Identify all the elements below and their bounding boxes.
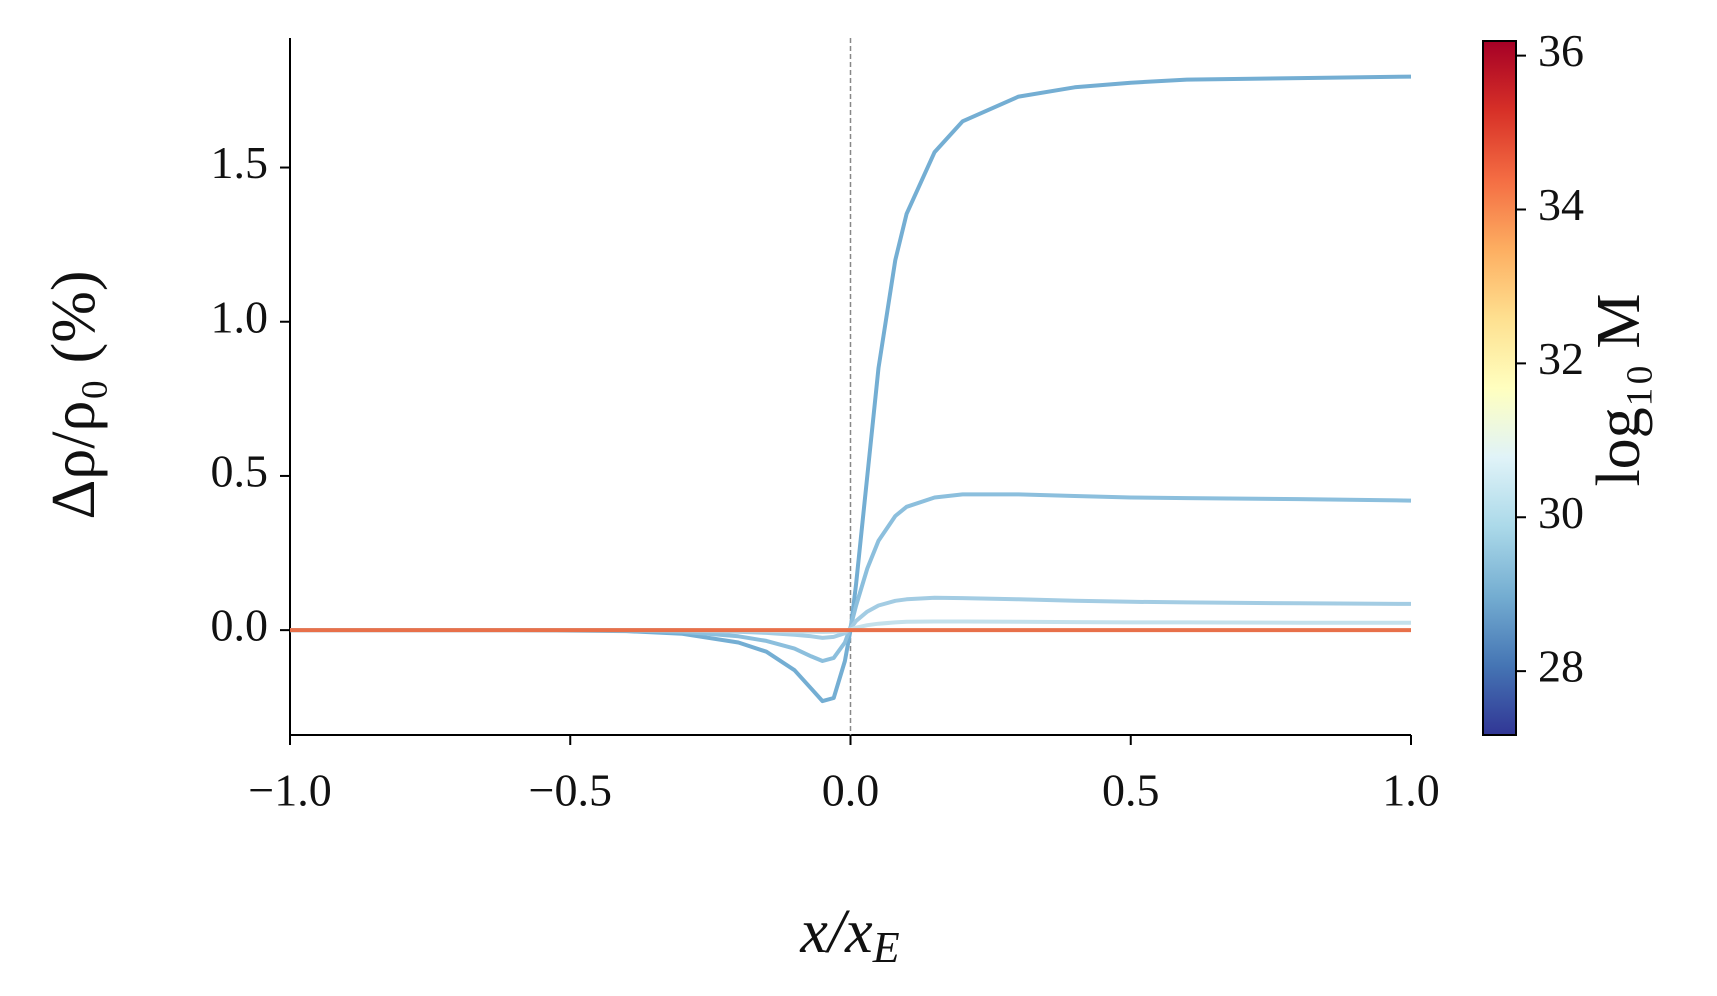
x-tick-label: 0.0 <box>822 765 880 816</box>
colorbar-tick-label: 30 <box>1538 487 1584 538</box>
y-tick-label: 1.5 <box>211 137 269 188</box>
y-axis-label: Δρ/ρ₀ (%) <box>40 270 108 519</box>
y-tick-label: 0.5 <box>211 446 269 497</box>
x-label-sub: E <box>872 923 900 972</box>
x-tick-label: −1.0 <box>248 765 331 816</box>
colorbar <box>1482 40 1517 736</box>
x-tick-label: −0.5 <box>529 765 612 816</box>
series-line <box>290 74 1412 704</box>
x-label-main: x/x <box>799 898 873 966</box>
colorbar-tick-label: 36 <box>1538 25 1584 76</box>
colorbar-tick-label: 34 <box>1538 179 1584 230</box>
x-axis-label: x/xE <box>799 898 899 972</box>
colorbar-tick-label: 28 <box>1538 641 1584 692</box>
x-tick-label: 0.5 <box>1102 765 1160 816</box>
colorbar-label: log₁₀ M <box>1585 293 1653 486</box>
y-tick-label: 1.0 <box>211 291 269 342</box>
x-tick-label: 1.0 <box>1382 765 1440 816</box>
y-tick-label: 0.0 <box>211 600 269 651</box>
colorbar-tick-label: 32 <box>1538 333 1584 384</box>
